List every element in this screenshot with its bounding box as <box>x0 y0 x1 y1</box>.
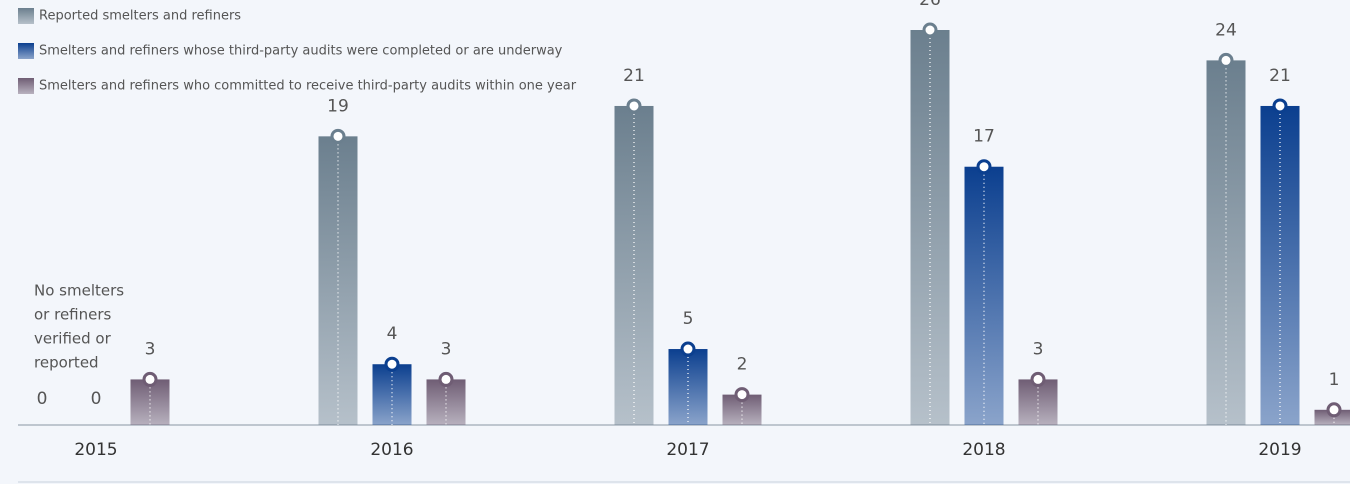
bar-marker <box>438 371 454 387</box>
data-label: 2 <box>737 355 748 375</box>
x-tick-label: 2019 <box>1258 440 1301 460</box>
bar <box>1260 105 1300 425</box>
data-label: 5 <box>683 309 694 329</box>
bar-marker <box>922 22 938 38</box>
bar-marker <box>680 341 696 357</box>
legend-label: Smelters and refiners who committed to r… <box>39 79 577 94</box>
data-label: 3 <box>441 339 452 359</box>
data-label: 0 <box>37 389 48 409</box>
x-tick-label: 2018 <box>962 440 1005 460</box>
data-label: 17 <box>973 127 995 147</box>
legend-swatch <box>18 43 34 59</box>
bar <box>1018 379 1058 425</box>
annotation: No smelters <box>34 282 124 300</box>
x-tick-label: 2017 <box>666 440 709 460</box>
bar-marker <box>1272 98 1288 114</box>
bar <box>910 30 950 425</box>
annotation: or refiners <box>34 306 112 324</box>
data-label: 21 <box>1269 66 1291 86</box>
bar <box>1206 60 1246 426</box>
bar-marker <box>1218 52 1234 68</box>
bar-marker <box>1326 402 1342 418</box>
data-label: 26 <box>919 0 941 10</box>
bar-marker <box>330 128 346 144</box>
data-label: 24 <box>1215 20 1237 40</box>
data-label: 1 <box>1329 370 1340 390</box>
bar-marker <box>976 159 992 175</box>
data-label: 19 <box>327 96 349 116</box>
annotation: reported <box>34 354 99 372</box>
x-tick-label: 2015 <box>74 440 117 460</box>
data-label: 3 <box>145 339 156 359</box>
bar-marker <box>626 98 642 114</box>
legend-label: Reported smelters and refiners <box>39 9 241 24</box>
bar <box>372 364 412 425</box>
bar-marker <box>1030 371 1046 387</box>
annotation: verified or <box>34 330 112 348</box>
legend-swatch <box>18 8 34 24</box>
data-label: 4 <box>387 324 398 344</box>
bar <box>614 105 654 425</box>
bar <box>1314 409 1350 425</box>
data-label: 3 <box>1033 339 1044 359</box>
legend-swatch <box>18 78 34 94</box>
bar <box>130 379 170 425</box>
bar <box>426 379 466 425</box>
data-label: 21 <box>623 66 645 86</box>
data-label: 0 <box>91 389 102 409</box>
bar-marker <box>734 387 750 403</box>
bar-marker <box>142 371 158 387</box>
x-tick-label: 2016 <box>370 440 413 460</box>
legend-label: Smelters and refiners whose third-party … <box>39 44 563 59</box>
bar <box>964 166 1004 425</box>
bar-marker <box>384 356 400 372</box>
